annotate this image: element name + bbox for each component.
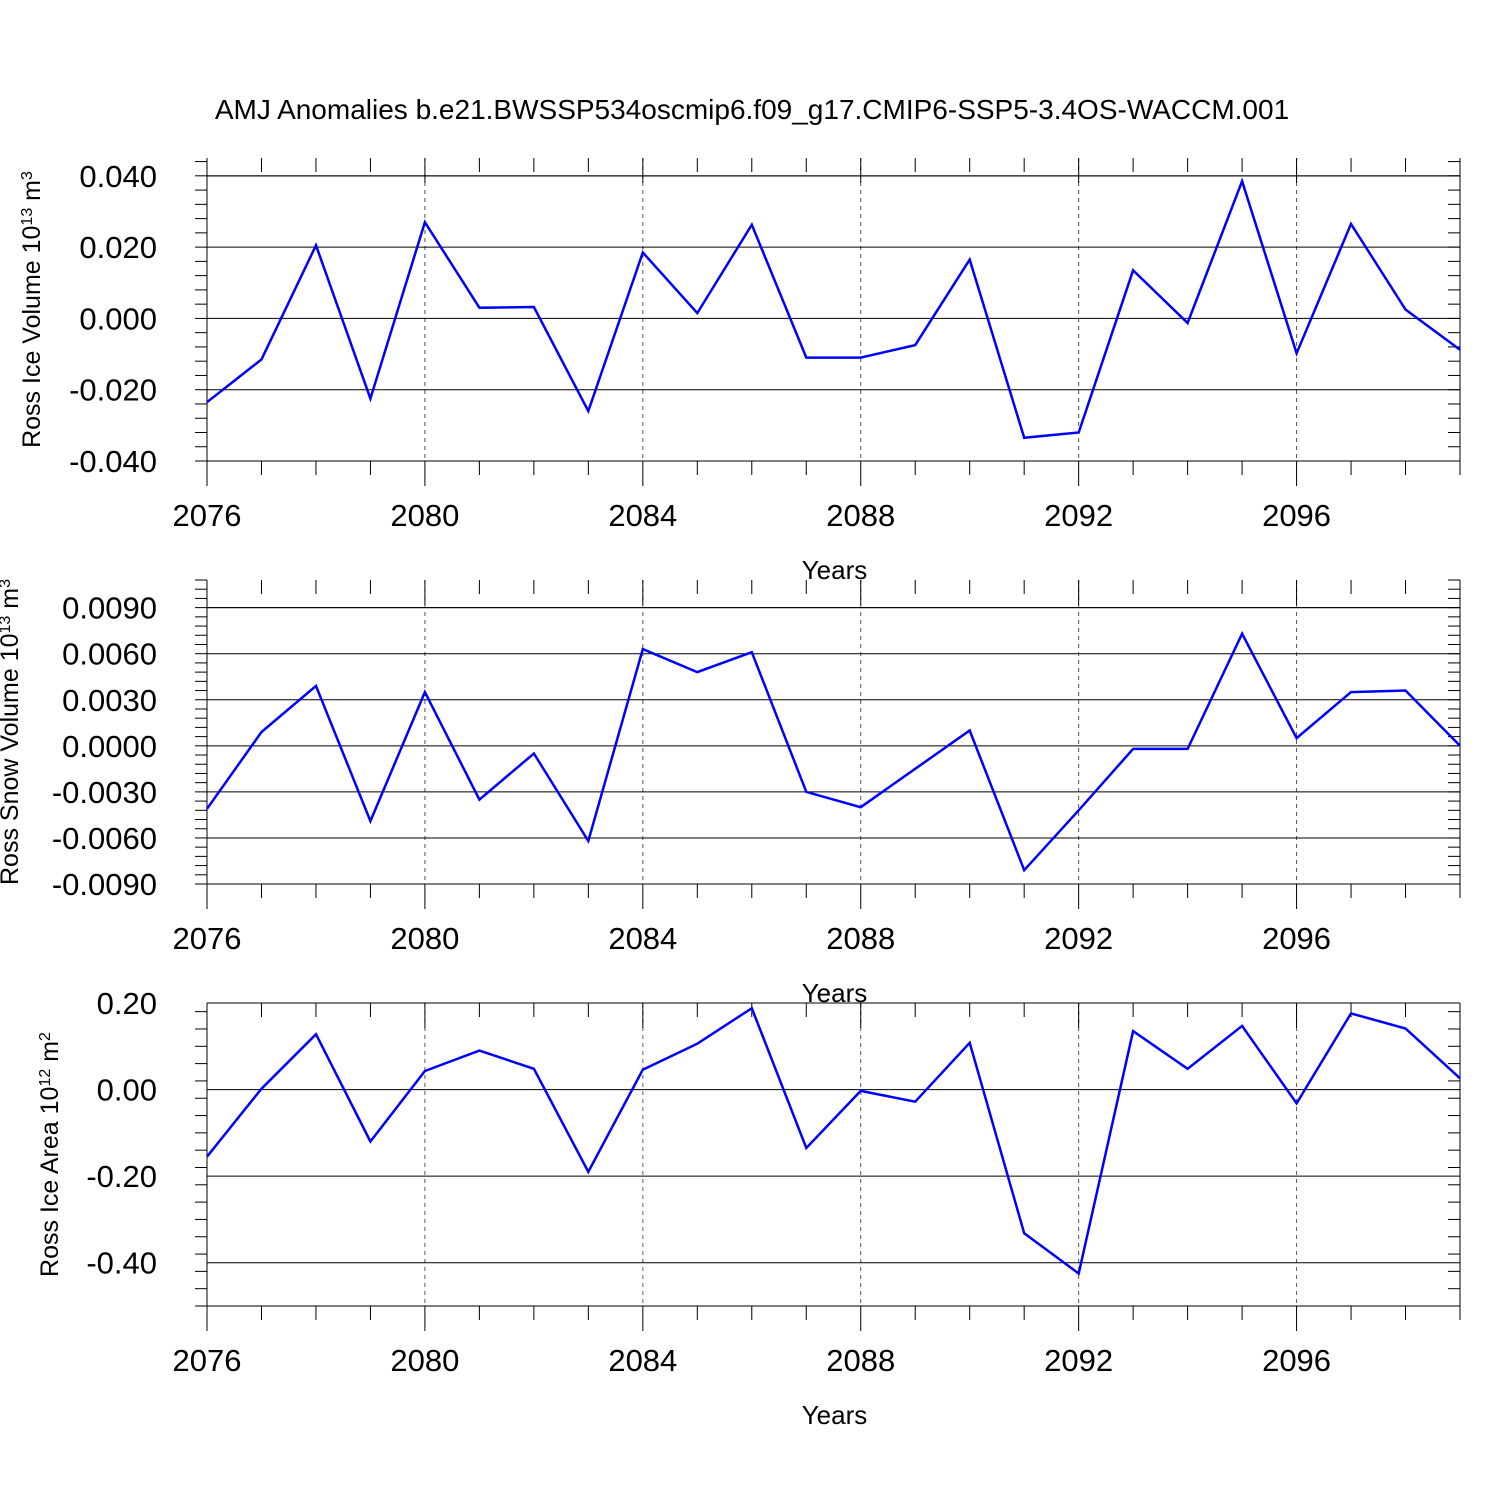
x-axis-label: Years <box>802 1400 868 1430</box>
x-tick-label: 2092 <box>1044 1343 1113 1378</box>
y-tick-label: 0.020 <box>79 230 157 265</box>
panel-ross-ice-volume: -0.040 -0.020 0.000 0.020 0.040 2076 2080 2084 2… <box>18 158 1461 585</box>
x-tick-label: 2096 <box>1262 1343 1331 1378</box>
x-tick-label: 2084 <box>608 1343 677 1378</box>
x-axis-label: Years <box>802 555 868 585</box>
y-tick-label: -0.0060 <box>52 821 157 856</box>
y-tick-label: 0.0030 <box>62 683 157 718</box>
y-tick-label: 0.0000 <box>62 729 157 764</box>
y-axis-label: Ross Ice Volume 1013 m3 <box>18 171 46 448</box>
x-tick-label: 2088 <box>826 498 895 533</box>
x-tick-label: 2088 <box>826 921 895 956</box>
y-tick-label: -0.20 <box>86 1159 157 1194</box>
panels: -0.040 -0.020 0.000 0.020 0.040 2076 2080 2084 2… <box>0 158 1461 1430</box>
x-tick-label: 2080 <box>390 921 459 956</box>
panel-ross-snow-volume: -0.0090 -0.0060 -0.0030 0.0000 0.0030 0.0060 0… <box>0 579 1461 1008</box>
y-tick-label: 0.00 <box>97 1073 157 1108</box>
x-tick-label: 2096 <box>1262 921 1331 956</box>
series-line <box>205 630 1461 873</box>
y-tick-label: -0.0030 <box>52 775 157 810</box>
series-line <box>206 177 1461 440</box>
panel-ross-ice-area: -0.40 -0.20 0.00 0.20 2076 2080 2084 2088 2092 20… <box>36 986 1461 1430</box>
y-tick-label: 0.20 <box>97 986 157 1021</box>
y-tick-label: 0.000 <box>79 301 157 336</box>
y-tick-label: -0.0090 <box>52 867 157 902</box>
y-tick-label: -0.40 <box>86 1246 157 1281</box>
y-tick-label: -0.020 <box>69 373 157 408</box>
y-axis-label: Ross Ice Area 1012 m2 <box>36 1032 64 1277</box>
y-tick-label: 0.0090 <box>62 591 157 626</box>
x-tick-label: 2084 <box>608 498 677 533</box>
x-tick-label: 2080 <box>390 1343 459 1378</box>
y-axis-label: Ross Snow Volume 1013 m3 <box>0 579 24 885</box>
x-tick-label: 2084 <box>608 921 677 956</box>
x-tick-label: 2080 <box>390 498 459 533</box>
chart-title: AMJ Anomalies b.e21.BWSSP534oscmip6.f09_… <box>215 94 1289 125</box>
x-tick-label: 2092 <box>1044 498 1113 533</box>
y-tick-label: 0.040 <box>79 159 157 194</box>
y-tick-label: 0.0060 <box>62 637 157 672</box>
y-tick-label: -0.040 <box>69 444 157 479</box>
series-line <box>206 1006 1461 1276</box>
x-tick-label: 2092 <box>1044 921 1113 956</box>
x-tick-label: 2096 <box>1262 498 1331 533</box>
x-tick-label: 2076 <box>173 921 242 956</box>
x-tick-label: 2088 <box>826 1343 895 1378</box>
x-tick-label: 2076 <box>173 1343 242 1378</box>
x-tick-label: 2076 <box>173 498 242 533</box>
